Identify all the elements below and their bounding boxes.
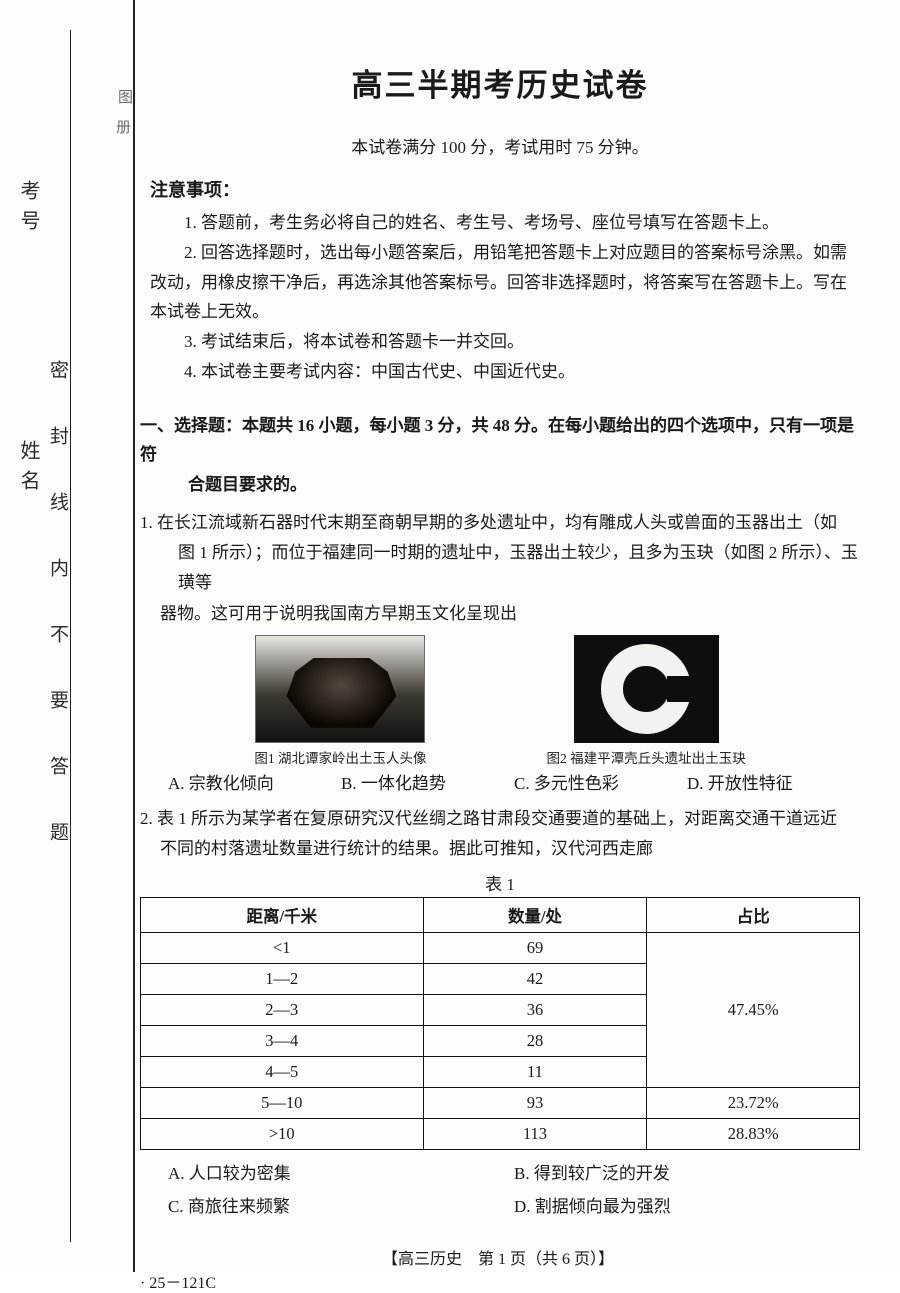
footer-center: 【高三历史 第 1 页（共 6 页）】	[140, 1245, 856, 1269]
jade-ring-icon	[601, 644, 691, 734]
notice-item: 2. 回答选择题时，选出每小题答案后，用铅笔把答题卡上对应题目的答案标号涂黑。如…	[150, 238, 860, 327]
ghost-mark-1: 图	[118, 86, 133, 107]
figure-1-caption: 图1 湖北谭家岭出土玉人头像	[254, 747, 426, 767]
question-2: 2. 表 1 所示为某学者在复原研究汉代丝绸之路甘肃段交通要道的基础上，对距离交…	[140, 804, 860, 865]
notice-item: 4. 本试卷主要考试内容：中国古代史、中国近代史。	[150, 357, 860, 387]
table-row: 5—10 93 23.72%	[141, 1088, 860, 1119]
exam-subline: 本试卷满分 100 分，考试用时 75 分钟。	[140, 133, 860, 158]
section-1-cont: 合题目要求的。	[140, 470, 860, 500]
figure-1: 图1 湖北谭家岭出土玉人头像	[254, 635, 426, 767]
td-n: 11	[423, 1057, 647, 1088]
td-n: 93	[423, 1088, 647, 1119]
figure-2-image	[574, 635, 719, 743]
page-footer: 【高三历史 第 1 页（共 6 页）】 · 25－121C	[140, 1245, 860, 1293]
q2-line2: 不同的村落遗址数量进行统计的结果。据此可推知，汉代河西走廊	[140, 834, 860, 864]
binding-margin: 考号 姓名 密 封 线 内 不 要 答 题	[0, 0, 135, 1272]
section-1-lead: 一、选择题：本题共 16 小题，每小题 3 分，共 48 分。在每小题给出的四个…	[140, 416, 854, 465]
td-d: <1	[141, 933, 424, 964]
q1-opt-d: D. 开放性特征	[687, 769, 860, 794]
table-1: 距离/千米 数量/处 占比 <1 69 47.45% 1—2 42 2—3 36…	[140, 897, 860, 1150]
figure-row: 图1 湖北谭家岭出土玉人头像 图2 福建平潭壳丘头遗址出土玉玦	[140, 635, 860, 767]
figure-2: 图2 福建平潭壳丘头遗址出土玉玦	[547, 635, 746, 767]
th-distance: 距离/千米	[141, 898, 424, 933]
td-d: 3—4	[141, 1026, 424, 1057]
q1-opt-c: C. 多元性色彩	[514, 769, 687, 794]
td-d: 2—3	[141, 995, 424, 1026]
td-p-merged: 47.45%	[647, 933, 860, 1088]
q2-opt-b: B. 得到较广泛的开发	[514, 1158, 670, 1190]
figure-2-caption: 图2 福建平潭壳丘头遗址出土玉玦	[547, 747, 746, 767]
td-d: 5—10	[141, 1088, 424, 1119]
td-n: 42	[423, 964, 647, 995]
th-count: 数量/处	[423, 898, 647, 933]
q2-opt-c: C. 商旅往来频繁	[168, 1191, 514, 1223]
td-n: 36	[423, 995, 647, 1026]
notice-body: 1. 答题前，考生务必将自己的姓名、考生号、考场号、座位号填写在答题卡上。 2.…	[140, 208, 860, 387]
q1-line3: 器物。这可用于说明我国南方早期玉文化呈现出	[140, 599, 860, 629]
q2-line1: 2. 表 1 所示为某学者在复原研究汉代丝绸之路甘肃段交通要道的基础上，对距离交…	[140, 809, 837, 828]
notice-item: 3. 考试结束后，将本试卷和答题卡一并交回。	[150, 327, 860, 357]
q1-opt-b: B. 一体化趋势	[341, 769, 514, 794]
table-title: 表 1	[140, 870, 860, 895]
q1-line1: 1. 在长江流域新石器时代末期至商朝早期的多处遗址中，均有雕成人头或兽面的玉器出…	[140, 513, 837, 532]
margin-label-name: 姓名	[14, 440, 43, 500]
notice-item: 1. 答题前，考生务必将自己的姓名、考生号、考场号、座位号填写在答题卡上。	[150, 208, 860, 238]
table-row: <1 69 47.45%	[141, 933, 860, 964]
td-n: 28	[423, 1026, 647, 1057]
td-p: 23.72%	[647, 1088, 860, 1119]
table-header-row: 距离/千米 数量/处 占比	[141, 898, 860, 933]
exam-title: 高三半期考历史试卷	[140, 60, 860, 105]
td-n: 113	[423, 1119, 647, 1150]
page-content: 图 册 高三半期考历史试卷 本试卷满分 100 分，考试用时 75 分钟。 注意…	[140, 60, 860, 1293]
q1-line2: 图 1 所示）；而位于福建同一时期的遗址中，玉器出土较少，且多为玉玦（如图 2 …	[140, 538, 860, 599]
q2-opt-a: A. 人口较为密集	[168, 1158, 514, 1190]
td-p: 28.83%	[647, 1119, 860, 1150]
q1-options: A. 宗教化倾向 B. 一体化趋势 C. 多元性色彩 D. 开放性特征	[140, 769, 860, 794]
td-d: >10	[141, 1119, 424, 1150]
question-1: 1. 在长江流域新石器时代末期至商朝早期的多处遗址中，均有雕成人头或兽面的玉器出…	[140, 508, 860, 629]
q1-opt-a: A. 宗教化倾向	[168, 769, 341, 794]
td-d: 1—2	[141, 964, 424, 995]
footer-code: · 25－121C	[140, 1275, 216, 1292]
q2-options: A. 人口较为密集 B. 得到较广泛的开发 C. 商旅往来频繁 D. 割据倾向最…	[140, 1158, 860, 1223]
td-n: 69	[423, 933, 647, 964]
ghost-mark-2: 册	[116, 116, 131, 137]
section-1-heading: 一、选择题：本题共 16 小题，每小题 3 分，共 48 分。在每小题给出的四个…	[140, 411, 860, 500]
td-d: 4—5	[141, 1057, 424, 1088]
margin-seal-text: 密 封 线 内 不 要 答 题	[44, 360, 71, 855]
q2-opt-d: D. 割据倾向最为强烈	[514, 1191, 671, 1223]
table-row: >10 113 28.83%	[141, 1119, 860, 1150]
notice-heading: 注意事项：	[140, 176, 860, 202]
margin-label-examno: 考号	[14, 180, 43, 240]
th-ratio: 占比	[647, 898, 860, 933]
figure-1-image	[255, 635, 425, 743]
